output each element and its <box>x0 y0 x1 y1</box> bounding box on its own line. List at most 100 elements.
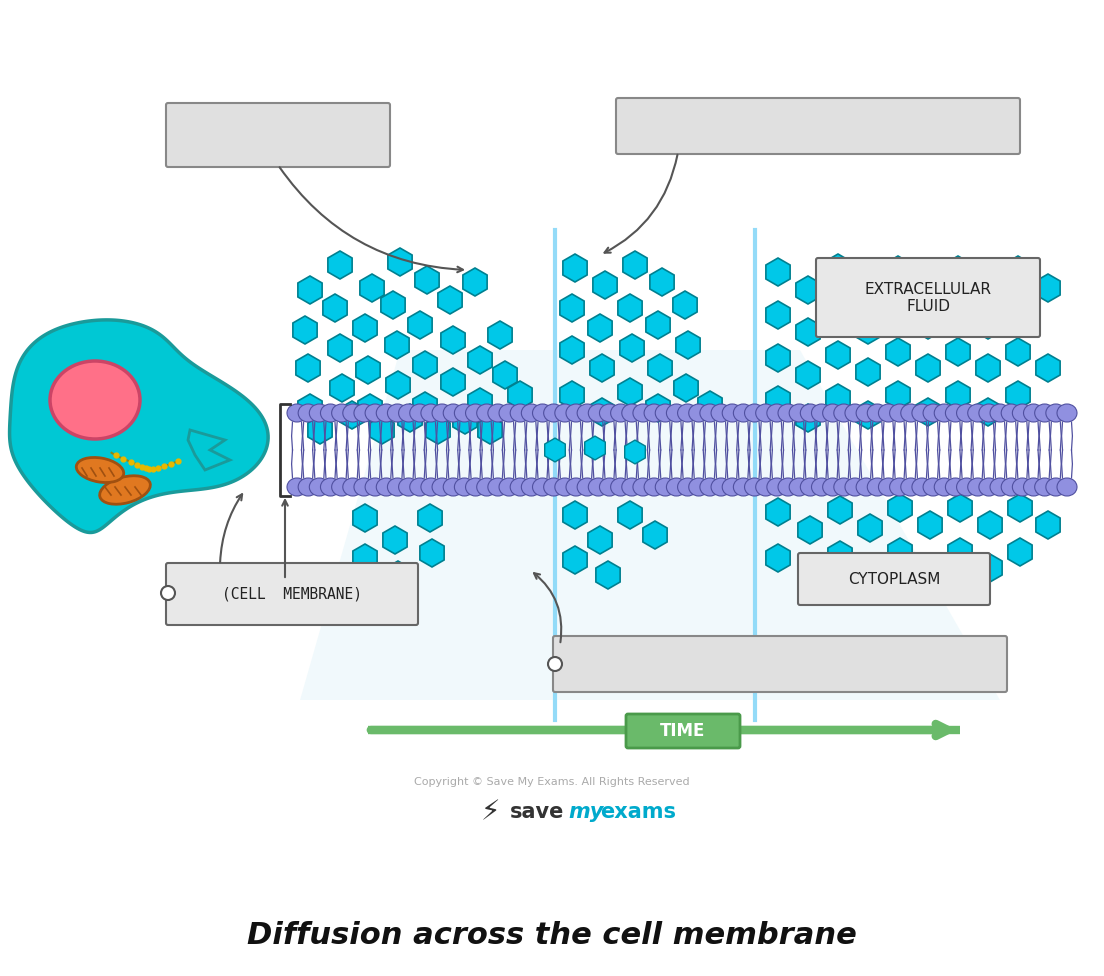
Polygon shape <box>1006 338 1030 366</box>
Ellipse shape <box>689 478 709 496</box>
Polygon shape <box>383 526 407 554</box>
Ellipse shape <box>410 404 429 422</box>
Ellipse shape <box>800 404 820 422</box>
Ellipse shape <box>722 478 742 496</box>
Polygon shape <box>917 554 942 582</box>
Polygon shape <box>298 394 322 422</box>
Text: save: save <box>510 802 564 822</box>
Ellipse shape <box>376 404 396 422</box>
Polygon shape <box>438 286 463 314</box>
Ellipse shape <box>990 478 1010 496</box>
Ellipse shape <box>656 478 676 496</box>
Polygon shape <box>948 494 973 522</box>
Ellipse shape <box>331 404 352 422</box>
Ellipse shape <box>421 478 440 496</box>
Polygon shape <box>386 561 410 589</box>
Polygon shape <box>560 381 584 409</box>
Polygon shape <box>1036 354 1060 382</box>
Polygon shape <box>916 398 941 426</box>
Polygon shape <box>916 354 941 382</box>
Polygon shape <box>828 496 852 524</box>
Polygon shape <box>587 314 612 342</box>
Ellipse shape <box>287 404 307 422</box>
Ellipse shape <box>912 478 932 496</box>
Polygon shape <box>766 544 790 572</box>
Ellipse shape <box>331 478 352 496</box>
Polygon shape <box>856 358 880 386</box>
Polygon shape <box>1006 256 1030 284</box>
Ellipse shape <box>577 478 597 496</box>
Ellipse shape <box>923 404 943 422</box>
FancyBboxPatch shape <box>616 98 1020 154</box>
Polygon shape <box>296 354 320 382</box>
Ellipse shape <box>1023 478 1043 496</box>
Polygon shape <box>672 291 697 319</box>
FancyBboxPatch shape <box>626 714 740 748</box>
Ellipse shape <box>1057 478 1078 496</box>
Ellipse shape <box>466 478 486 496</box>
Polygon shape <box>676 331 700 359</box>
Ellipse shape <box>543 404 564 422</box>
Polygon shape <box>646 311 670 339</box>
Text: TIME: TIME <box>660 722 705 740</box>
Polygon shape <box>766 386 790 414</box>
Ellipse shape <box>789 478 809 496</box>
Polygon shape <box>766 498 790 526</box>
Ellipse shape <box>822 404 842 422</box>
Polygon shape <box>593 271 617 299</box>
Ellipse shape <box>298 404 318 422</box>
Polygon shape <box>625 440 646 464</box>
Ellipse shape <box>421 404 440 422</box>
Ellipse shape <box>455 478 475 496</box>
Polygon shape <box>478 416 502 444</box>
Polygon shape <box>673 374 698 402</box>
Ellipse shape <box>879 404 899 422</box>
Ellipse shape <box>744 478 765 496</box>
Polygon shape <box>463 268 487 296</box>
Polygon shape <box>1008 538 1032 566</box>
Ellipse shape <box>901 478 921 496</box>
Ellipse shape <box>611 404 630 422</box>
Polygon shape <box>946 294 970 322</box>
Ellipse shape <box>633 404 652 422</box>
Polygon shape <box>188 430 230 470</box>
Polygon shape <box>826 341 850 369</box>
Ellipse shape <box>622 404 641 422</box>
Polygon shape <box>385 331 410 359</box>
Ellipse shape <box>577 404 597 422</box>
Ellipse shape <box>309 478 329 496</box>
Ellipse shape <box>99 475 150 505</box>
Polygon shape <box>885 294 910 322</box>
Ellipse shape <box>343 404 363 422</box>
Polygon shape <box>407 311 432 339</box>
Ellipse shape <box>934 404 954 422</box>
Polygon shape <box>560 294 584 322</box>
Ellipse shape <box>566 404 586 422</box>
Ellipse shape <box>800 478 820 496</box>
Ellipse shape <box>510 404 530 422</box>
FancyBboxPatch shape <box>166 103 390 167</box>
Ellipse shape <box>700 478 720 496</box>
Polygon shape <box>885 381 910 409</box>
Ellipse shape <box>1034 404 1054 422</box>
Ellipse shape <box>856 404 877 422</box>
Polygon shape <box>885 338 910 366</box>
Polygon shape <box>798 561 822 589</box>
Polygon shape <box>856 316 880 344</box>
Ellipse shape <box>388 478 407 496</box>
Ellipse shape <box>76 458 124 482</box>
Ellipse shape <box>410 478 429 496</box>
Ellipse shape <box>778 478 798 496</box>
Polygon shape <box>293 316 317 344</box>
Ellipse shape <box>510 478 530 496</box>
Polygon shape <box>826 384 850 412</box>
Polygon shape <box>619 334 644 362</box>
Ellipse shape <box>532 478 552 496</box>
Ellipse shape <box>388 404 407 422</box>
Ellipse shape <box>811 478 831 496</box>
Polygon shape <box>468 346 492 374</box>
Polygon shape <box>646 394 670 422</box>
Ellipse shape <box>901 404 921 422</box>
Polygon shape <box>413 392 437 420</box>
Ellipse shape <box>466 404 486 422</box>
